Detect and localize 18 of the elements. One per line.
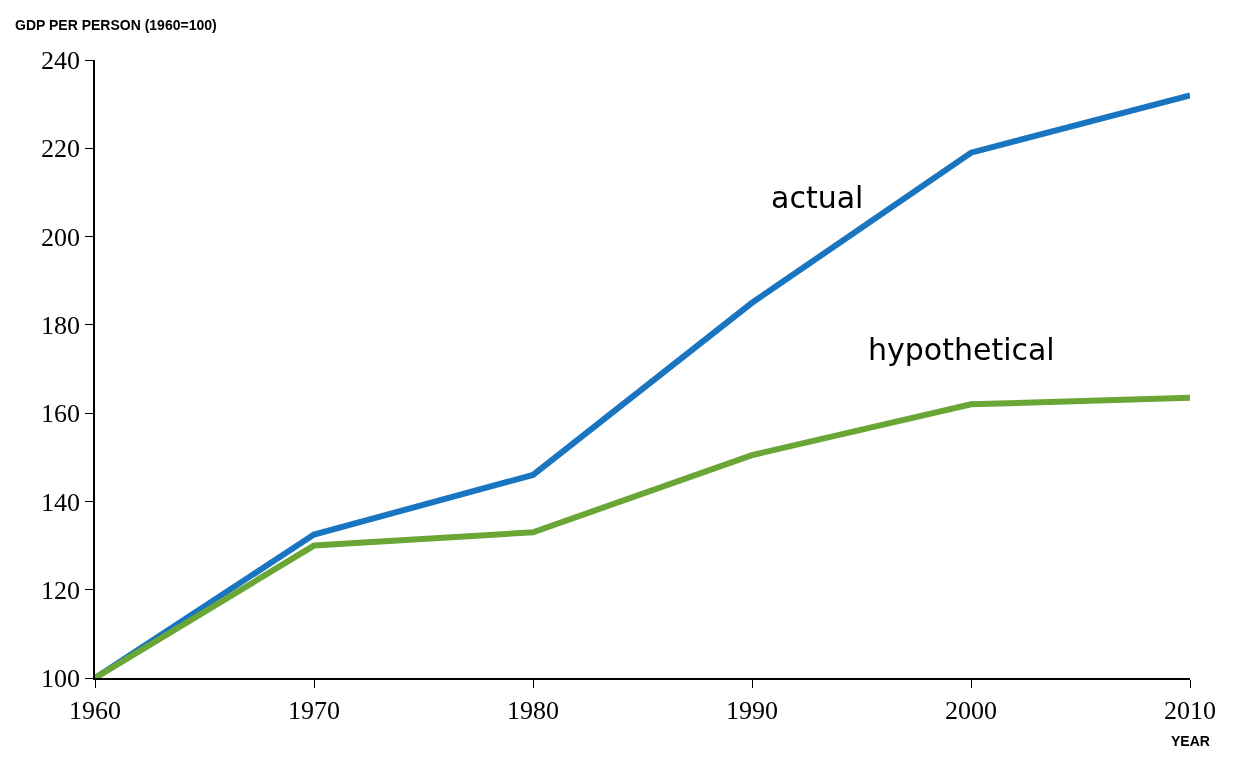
x-axis-title: YEAR	[1171, 733, 1210, 749]
y-tick-label: 200	[41, 222, 81, 252]
x-tick-label: 2010	[1164, 695, 1216, 725]
x-tick-label: 1970	[288, 695, 340, 725]
y-tick-label: 160	[41, 399, 81, 429]
x-tick-label: 1990	[726, 695, 778, 725]
y-tick-label: 140	[41, 487, 81, 517]
series-label: actual	[771, 180, 864, 215]
y-tick-label: 120	[41, 575, 81, 605]
x-tick-label: 2000	[945, 695, 997, 725]
y-tick-label: 180	[41, 310, 81, 340]
series-label: hypothetical	[868, 332, 1055, 367]
y-axis-title: GDP PER PERSON (1960=100)	[15, 17, 217, 33]
y-tick-label: 220	[41, 134, 81, 164]
y-tick-label: 100	[41, 664, 81, 694]
y-tick-label: 240	[41, 46, 81, 76]
x-tick-label: 1980	[507, 695, 559, 725]
x-tick-label: 1960	[69, 695, 121, 725]
